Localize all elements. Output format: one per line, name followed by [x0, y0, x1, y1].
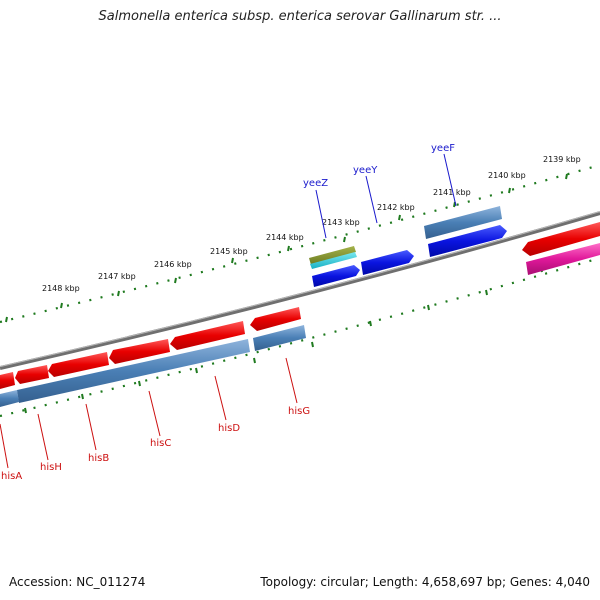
gene-label-hisA: hisA	[1, 471, 22, 482]
gene-feature[interactable]	[0, 390, 19, 407]
label-leaders	[0, 153, 457, 469]
gene-feature[interactable]	[526, 243, 600, 275]
lower-strand-genes[interactable]	[0, 307, 306, 407]
upper-strand-genes[interactable]	[309, 206, 600, 287]
tick-label-2145: 2145 kbp	[210, 247, 248, 256]
gene-feature[interactable]	[361, 250, 414, 275]
gene-feature[interactable]	[424, 206, 502, 239]
tick-label-2143: 2143 kbp	[322, 218, 360, 227]
gene-feature[interactable]	[522, 222, 600, 256]
gene-label-yeeZ: yeeZ	[303, 178, 328, 189]
tick-label-2144: 2144 kbp	[266, 233, 304, 242]
gene-label-hisC: hisC	[150, 438, 171, 449]
tick-label-2141: 2141 kbp	[433, 188, 471, 197]
gene-label-hisD: hisD	[218, 423, 240, 434]
gene-feature[interactable]	[15, 365, 49, 384]
gene-feature[interactable]	[250, 307, 301, 331]
gene-feature[interactable]	[309, 246, 356, 265]
gene-label-hisG: hisG	[288, 406, 310, 417]
tick-label-2148: 2148 kbp	[42, 284, 80, 293]
accession-text: Accession: NC_011274	[9, 575, 146, 589]
genome-backbone	[0, 211, 600, 370]
genome-summary-text: Topology: circular; Length: 4,658,697 bp…	[260, 575, 590, 589]
gene-feature[interactable]	[428, 225, 507, 257]
tick-label-2146: 2146 kbp	[154, 260, 192, 269]
gene-feature[interactable]	[0, 372, 15, 389]
gene-feature[interactable]	[312, 265, 360, 287]
gene-feature[interactable]	[17, 339, 250, 403]
gene-label-hisB: hisB	[88, 453, 109, 464]
gene-labels: yeeZ yeeY yeeF hisA hisH hisB hisC hisD …	[1, 143, 455, 482]
inner-major-ticks	[24, 266, 543, 414]
gene-feature[interactable]	[310, 252, 357, 269]
tick-labels: 2139 kbp 2140 kbp 2141 kbp 2142 kbp 2143…	[42, 155, 581, 293]
outer-major-ticks	[5, 173, 568, 323]
tick-label-2142: 2142 kbp	[377, 203, 415, 212]
tick-label-2139: 2139 kbp	[543, 155, 581, 164]
gene-label-yeeF: yeeF	[431, 143, 455, 154]
genome-backbone-highlight	[0, 211, 600, 368]
tick-label-2140: 2140 kbp	[488, 171, 526, 180]
map-title: Salmonella enterica subsp. enterica sero…	[98, 9, 502, 24]
gene-label-hisH: hisH	[40, 462, 62, 473]
gene-feature[interactable]	[48, 352, 109, 377]
gene-label-yeeY: yeeY	[353, 165, 378, 176]
gene-feature[interactable]	[170, 321, 245, 350]
gene-feature[interactable]	[109, 339, 170, 364]
gene-feature[interactable]	[253, 325, 306, 351]
tick-label-2147: 2147 kbp	[98, 272, 136, 281]
